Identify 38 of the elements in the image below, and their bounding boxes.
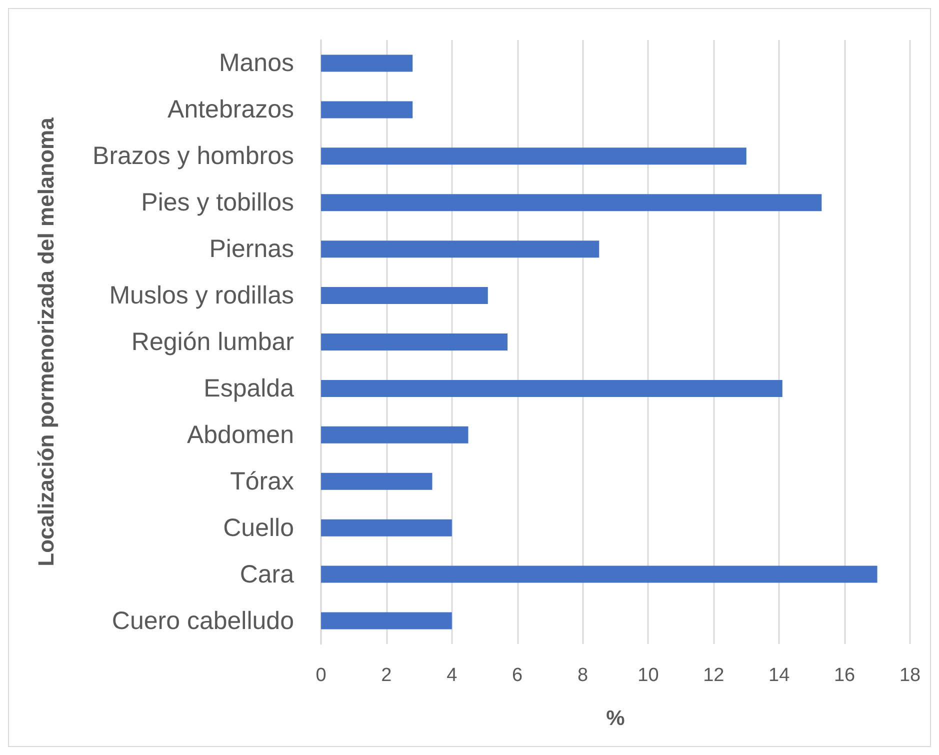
bar (321, 334, 508, 350)
bar (321, 519, 452, 536)
bar (321, 472, 432, 490)
bar (321, 148, 746, 165)
x-tick-label: 4 (446, 665, 458, 686)
y-tick-label: Espalda (204, 374, 294, 402)
bar (321, 426, 468, 444)
y-tick-label: Muslos y rodillas (109, 282, 294, 310)
bar (321, 566, 878, 583)
x-axis-title: % (606, 707, 626, 730)
bar (321, 287, 488, 304)
x-tick-label: 2 (381, 665, 392, 686)
y-tick-label: Manos (218, 49, 294, 78)
bar (321, 54, 413, 72)
x-tick-label: 16 (834, 665, 856, 686)
x-tick-label: 10 (638, 665, 659, 686)
y-tick-label: Brazos y hombros (92, 142, 294, 170)
y-tick-label: Piernas (209, 235, 294, 264)
x-tick-label: 6 (512, 665, 523, 686)
y-tick-label: Cuello (223, 514, 294, 542)
y-tick-label: Abdomen (186, 420, 294, 449)
y-tick-label: Cara (240, 560, 294, 588)
y-tick-label: Antebrazos (168, 96, 294, 124)
x-tick-label: 18 (899, 665, 921, 686)
y-tick-label: Pies y tobillos (141, 188, 294, 217)
x-tick-label: 8 (577, 665, 588, 686)
bar (321, 240, 600, 258)
x-tick-label: 0 (316, 665, 326, 686)
y-axis-title: Localización pormenorizada del melanoma (34, 116, 58, 566)
y-tick-label: Región lumbar (131, 328, 294, 356)
bar (321, 101, 413, 118)
bar (321, 380, 782, 397)
bar (321, 194, 822, 212)
x-tick-label: 12 (703, 665, 724, 686)
x-tick-label: 14 (768, 665, 790, 686)
y-tick-label: Cuero cabelludo (112, 606, 294, 635)
bar (321, 612, 452, 630)
y-tick-label: Tórax (230, 467, 294, 496)
